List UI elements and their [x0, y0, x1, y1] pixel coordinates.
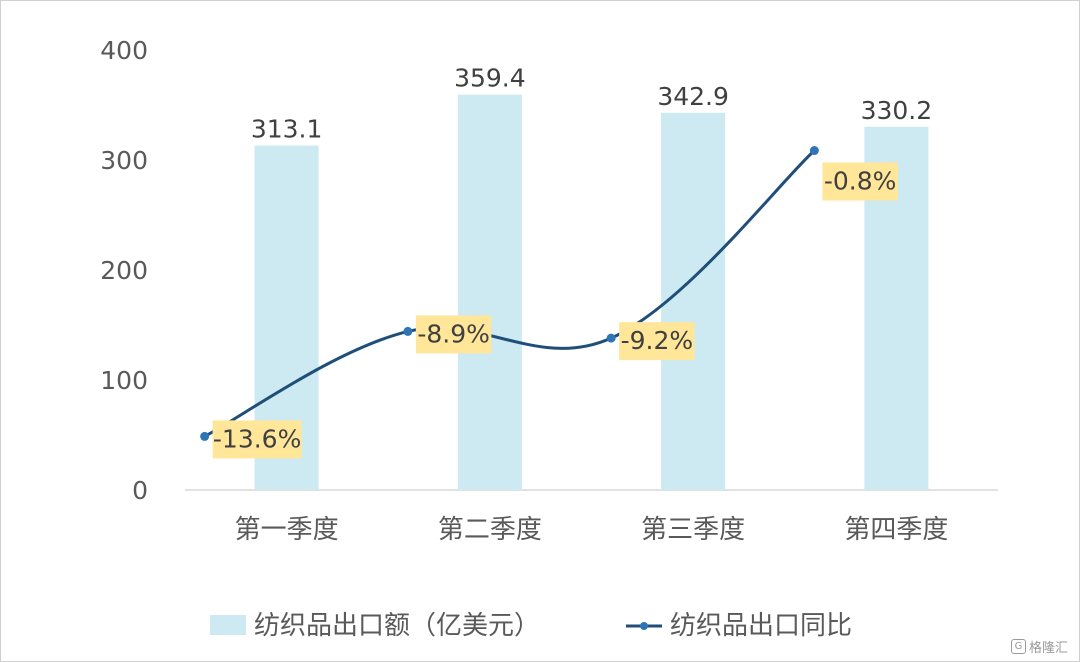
x-axis-ticks: 第一季度 第二季度 第三季度 第四季度: [235, 515, 949, 545]
line-value-labels: -13.6% -8.9% -9.2% -0.8%: [212, 162, 898, 459]
line-point: [200, 431, 210, 441]
bar: [457, 94, 522, 490]
x-tick-label: 第四季度: [844, 515, 948, 545]
legend-line-marker: [640, 622, 648, 630]
line-value-label-bg: [619, 322, 695, 361]
legend-bar-swatch: [210, 615, 246, 635]
y-tick-label: 200: [100, 256, 148, 285]
bar: [661, 112, 726, 490]
line-point: [809, 146, 819, 156]
line-value-label-bg: [822, 162, 898, 201]
y-tick-label: 100: [100, 366, 148, 395]
y-tick-label: 400: [100, 36, 148, 65]
bar-value-label: 342.9: [657, 82, 729, 111]
bar-value-label: 330.2: [861, 96, 933, 125]
line-value-label-bg: [212, 420, 302, 459]
x-tick-label: 第一季度: [235, 515, 339, 545]
bar-series: [254, 94, 929, 490]
x-tick-label: 第三季度: [641, 515, 745, 545]
y-tick-label: 0: [132, 476, 148, 505]
legend-line-label: 纺织品出口同比: [670, 611, 852, 641]
legend-bar-label: 纺织品出口额（亿美元）: [254, 611, 540, 641]
bar-value-label: 359.4: [454, 64, 526, 93]
line-value-label: -13.6%: [213, 424, 301, 453]
legend: 纺织品出口额（亿美元） 纺织品出口同比: [210, 611, 852, 641]
y-axis-ticks: 0 100 200 300 400: [100, 36, 148, 505]
x-tick-label: 第二季度: [438, 515, 542, 545]
watermark-text: 格隆汇: [1028, 641, 1068, 656]
watermark: G 格隆汇: [1010, 637, 1068, 656]
line-value-label: -0.8%: [824, 167, 897, 196]
line-series-path: [203, 149, 816, 438]
bar-value-labels: 313.1 359.4 342.9 330.2: [251, 64, 932, 144]
bar-value-label: 313.1: [251, 115, 323, 144]
line-point: [403, 326, 413, 336]
watermark-logo-icon: G: [1010, 639, 1026, 654]
line-value-label: -8.9%: [417, 319, 490, 348]
line-series-points: [200, 146, 819, 441]
y-tick-label: 300: [100, 146, 148, 175]
line-value-label: -9.2%: [621, 326, 694, 355]
line-point: [606, 333, 616, 343]
line-value-label-bg: [415, 315, 492, 354]
